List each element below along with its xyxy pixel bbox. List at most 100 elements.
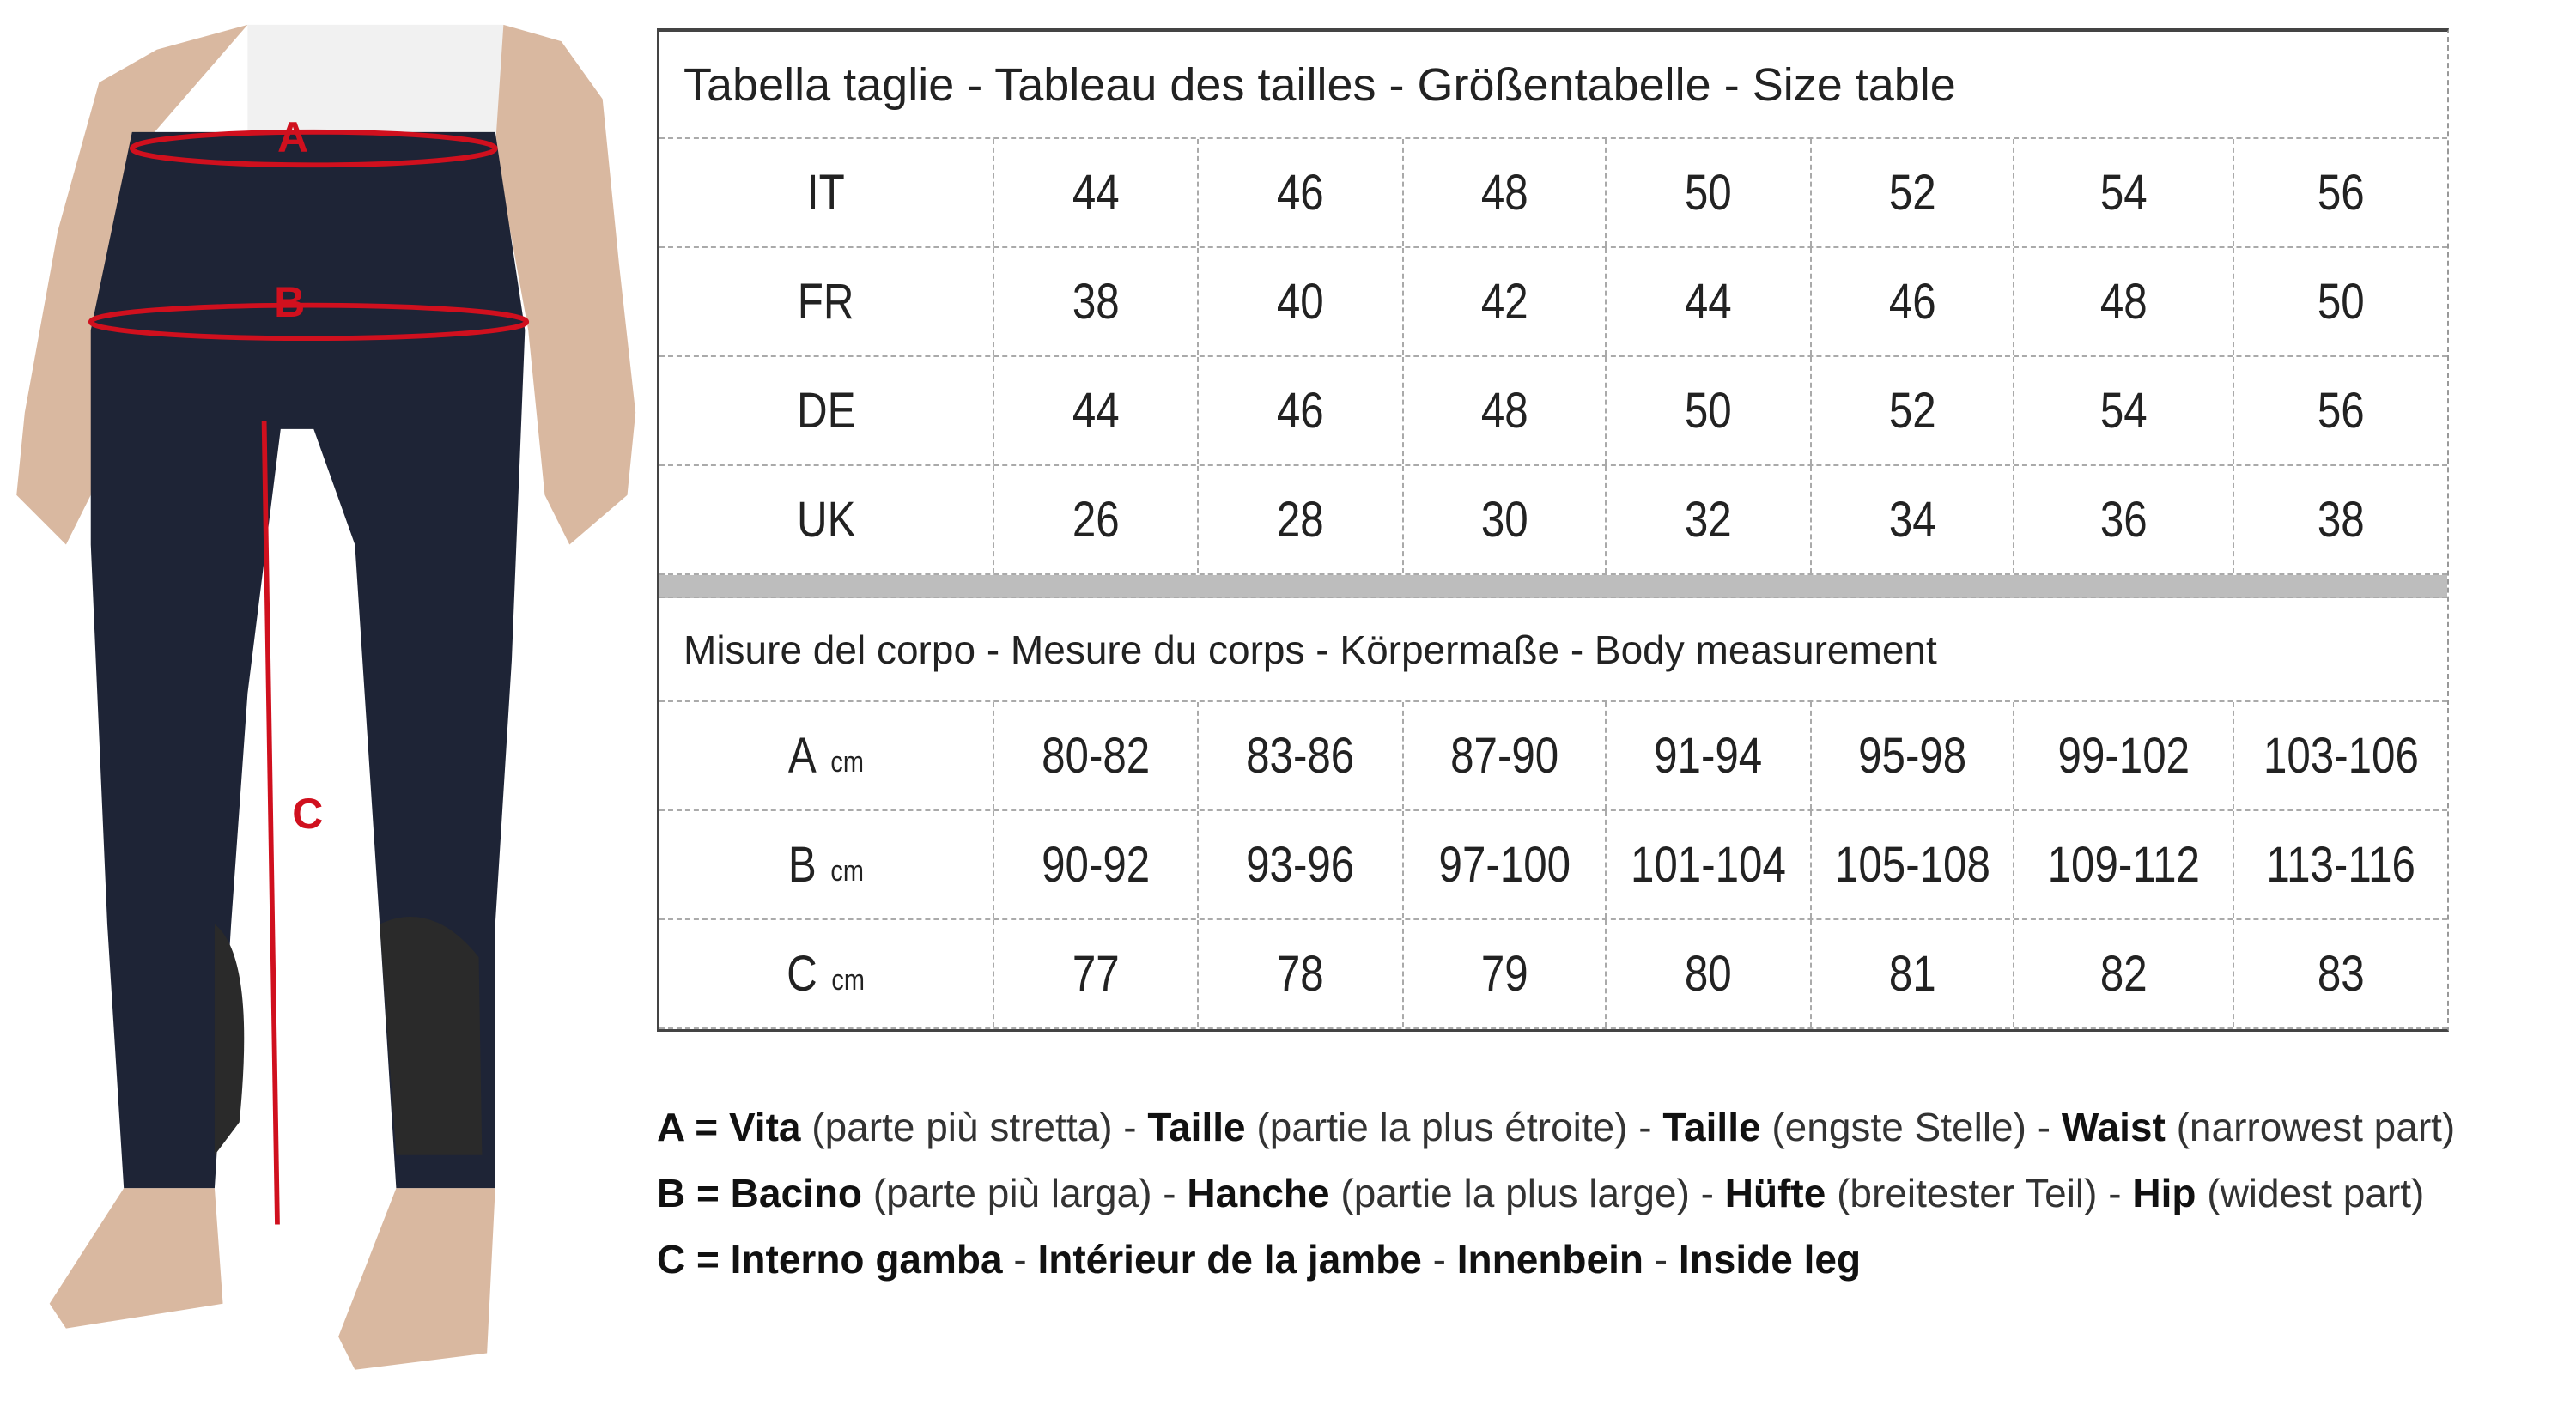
row-label: UK [796, 492, 856, 548]
cell-value: 93-96 [1246, 837, 1355, 893]
table-cell: 87-90 [1404, 702, 1607, 809]
cell-value: 91-94 [1654, 728, 1763, 784]
table-cell: 97-100 [1404, 811, 1607, 918]
torso [16, 24, 636, 545]
row-label-cell: DE [659, 357, 994, 464]
table-cell: 46 [1199, 357, 1404, 464]
cell-value: 48 [2099, 274, 2148, 330]
cell-value: 79 [1480, 946, 1528, 1002]
cell-value: 52 [1888, 383, 1936, 439]
legend-key: C = [657, 1237, 720, 1282]
cell-value: 77 [1072, 946, 1120, 1002]
table-cell: 103-106 [2234, 702, 2447, 809]
table-row: IT 44 46 48 50 52 54 56 [659, 139, 2447, 248]
table-cell: 113-116 [2234, 811, 2447, 918]
table-cell: 80-82 [994, 702, 1199, 809]
cell-value: 83 [2317, 946, 2365, 1002]
table-title: Tabella taglie - Tableau des tailles - G… [659, 32, 2447, 139]
table-cell: 46 [1199, 139, 1404, 246]
row-label: B [787, 837, 817, 893]
cell-value: 113-116 [2266, 837, 2415, 893]
table-cell: 30 [1404, 466, 1607, 573]
table-cell: 50 [1607, 139, 1812, 246]
table-cell: 38 [2234, 466, 2447, 573]
section-title: Misure del corpo - Mesure du corps - Kör… [659, 598, 2447, 702]
unit-label: cm [831, 964, 866, 997]
cell-value: 44 [1685, 274, 1732, 330]
cell-value: 90-92 [1041, 837, 1151, 893]
table-cell: 48 [2014, 248, 2234, 355]
cell-value: 82 [2099, 946, 2148, 1002]
table-cell: 34 [1812, 466, 2014, 573]
cell-value: 78 [1277, 946, 1324, 1002]
unit-label: cm [830, 855, 864, 888]
cell-value: 50 [2317, 274, 2365, 330]
feet [49, 1188, 495, 1370]
cell-value: 38 [1072, 274, 1120, 330]
cell-value: 80-82 [1041, 728, 1151, 784]
cell-value: 95-98 [1857, 728, 1967, 784]
model-figure: A B C [16, 24, 636, 1370]
table-cell: 48 [1404, 139, 1607, 246]
table-cell: 28 [1199, 466, 1404, 573]
table-cell: 46 [1812, 248, 2014, 355]
legend-desc: - [1421, 1237, 1457, 1282]
table-cell: 105-108 [1812, 811, 2014, 918]
table-cell: 50 [1607, 357, 1812, 464]
legend-desc: - [1002, 1237, 1038, 1282]
legend-line: A = Vita (parte più stretta) - Taille (p… [657, 1094, 2455, 1161]
legend-desc: (parte più stretta) - [800, 1105, 1148, 1149]
row-label-cell: IT [659, 139, 994, 246]
cell-value: 36 [2099, 492, 2148, 548]
legend-term: Hip [2132, 1171, 2196, 1215]
legend-term: Innenbein [1456, 1237, 1643, 1282]
table-cell: 36 [2014, 466, 2234, 573]
table-cell: 79 [1404, 920, 1607, 1027]
cell-value: 52 [1888, 165, 1936, 221]
table-cell: 32 [1607, 466, 1812, 573]
cell-value: 50 [1685, 165, 1732, 221]
legend-term: Waist [2061, 1105, 2166, 1149]
cell-value: 38 [2317, 492, 2365, 548]
pants [90, 131, 526, 1189]
cell-value: 42 [1480, 274, 1528, 330]
row-label: FR [798, 274, 854, 330]
cell-value: 87-90 [1449, 728, 1559, 784]
table-cell: 90-92 [994, 811, 1199, 918]
table-cell: 44 [994, 139, 1199, 246]
label-b: B [274, 278, 305, 326]
cell-value: 26 [1072, 492, 1120, 548]
table-cell: 54 [2014, 357, 2234, 464]
table-cell: 95-98 [1812, 702, 2014, 809]
table-cell: 83-86 [1199, 702, 1404, 809]
legend-desc: (parte più larga) - [862, 1171, 1188, 1215]
table-cell: 54 [2014, 139, 2234, 246]
legend-term: Hüfte [1724, 1171, 1826, 1215]
cell-value: 34 [1888, 492, 1936, 548]
table-cell: 44 [994, 357, 1199, 464]
table-cell: 99-102 [2014, 702, 2234, 809]
legend-term: Intérieur de la jambe [1037, 1237, 1422, 1282]
legend-line: C = Interno gamba - Intérieur de la jamb… [657, 1227, 2455, 1293]
table-cell: 50 [2234, 248, 2447, 355]
cell-value: 48 [1480, 383, 1528, 439]
legend-desc: (partie la plus large) - [1329, 1171, 1725, 1215]
cell-value: 83-86 [1246, 728, 1355, 784]
table-cell: 93-96 [1199, 811, 1404, 918]
row-label-cell: FR [659, 248, 994, 355]
legend-term: Interno gamba [730, 1237, 1003, 1282]
table-cell: 40 [1199, 248, 1404, 355]
table-cell: 82 [2014, 920, 2234, 1027]
row-label-cell: UK [659, 466, 994, 573]
table-row: DE 44 46 48 50 52 54 56 [659, 357, 2447, 466]
table-cell: 48 [1404, 357, 1607, 464]
row-label: C [787, 946, 818, 1002]
cell-value: 46 [1277, 165, 1324, 221]
legend-term: Vita [728, 1105, 801, 1149]
cell-value: 44 [1072, 165, 1120, 221]
label-a: A [277, 113, 308, 161]
cell-value: 48 [1480, 165, 1528, 221]
legend-term: Taille [1662, 1105, 1761, 1149]
